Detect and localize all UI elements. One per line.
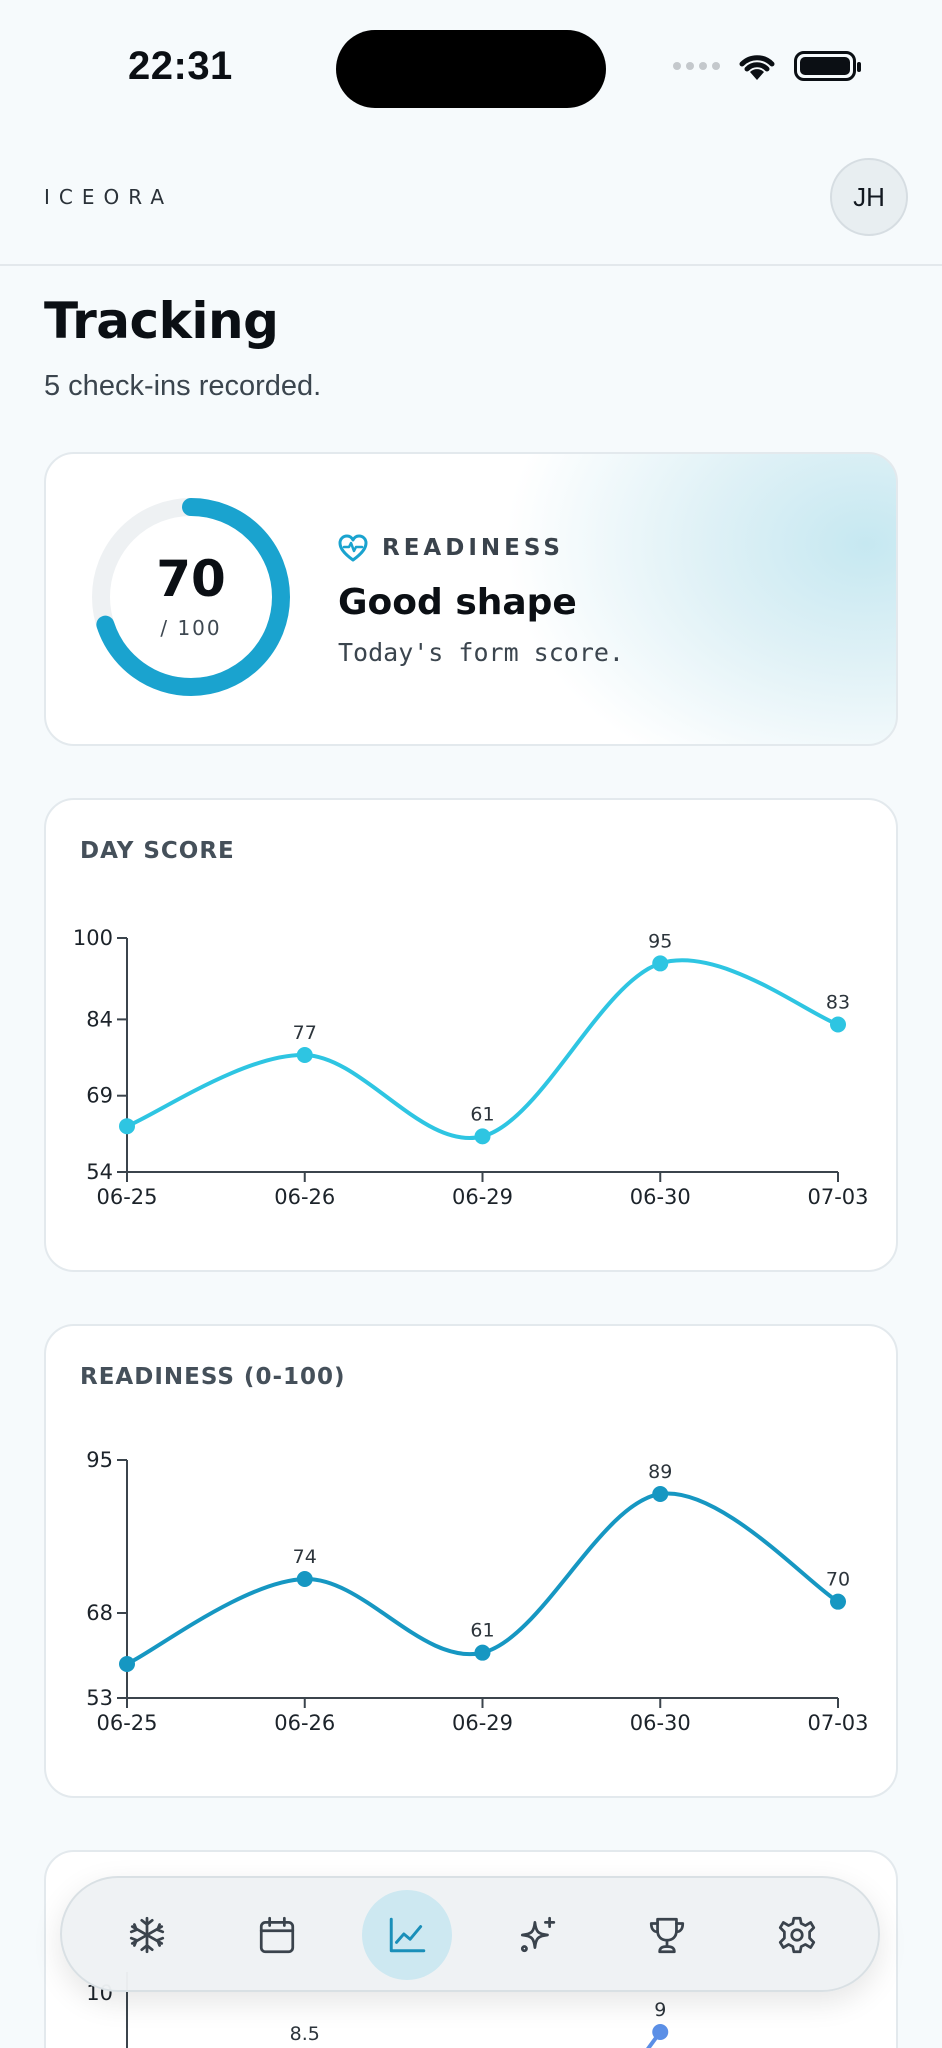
data-point xyxy=(119,1118,135,1135)
gear-icon xyxy=(778,1916,816,1954)
y-tick-label: 95 xyxy=(86,1448,113,1472)
x-tick-label: 06-26 xyxy=(274,1185,335,1209)
sparkles-icon xyxy=(520,1916,556,1953)
dynamic-island xyxy=(336,30,606,108)
heart-pulse-icon xyxy=(338,534,368,562)
trophy-icon xyxy=(649,1917,685,1954)
data-label: 74 xyxy=(293,1546,317,1568)
app-header: ICEORA JH xyxy=(0,140,942,266)
data-label: 95 xyxy=(648,930,672,952)
page-title: Tracking xyxy=(44,292,279,350)
y-tick-label: 100 xyxy=(73,926,113,950)
day-score-title: DAY SCORE xyxy=(80,838,235,864)
nav-snowflake[interactable] xyxy=(102,1890,192,1980)
y-tick-label: 53 xyxy=(86,1686,113,1710)
snowflake-icon xyxy=(129,1916,165,1954)
day-score-card: DAY SCORE 54 69 84 100 06-25 06-26 06-29 06-30 0… xyxy=(44,798,898,1272)
x-tick-label: 06-25 xyxy=(96,1711,157,1735)
app-logo: ICEORA xyxy=(44,185,174,209)
data-label: 61 xyxy=(470,1103,494,1125)
data-label: 70 xyxy=(826,1569,850,1591)
data-label: 9 xyxy=(654,1999,666,2021)
data-point xyxy=(296,1047,313,1063)
readiness-max: / 100 xyxy=(160,616,222,640)
data-label: 61 xyxy=(470,1620,494,1642)
readiness-chart-title: READINESS (0-100) xyxy=(80,1364,346,1390)
wifi-icon xyxy=(739,55,775,80)
data-label: 77 xyxy=(293,1022,317,1044)
y-tick-label: 69 xyxy=(86,1084,113,1108)
x-tick-label: 07-03 xyxy=(807,1711,868,1735)
x-tick-label: 06-30 xyxy=(630,1185,691,1209)
nav-settings[interactable] xyxy=(752,1890,842,1980)
status-time: 22:31 xyxy=(128,44,233,88)
y-tick-label: 84 xyxy=(86,1007,113,1031)
battery-icon xyxy=(794,51,861,81)
readiness-description: Today's form score. xyxy=(338,638,624,667)
data-point xyxy=(474,1644,491,1661)
page-subtitle: 5 check-ins recorded. xyxy=(44,370,322,402)
third-chart: 108.59 xyxy=(86,1972,669,2048)
data-point xyxy=(830,1593,846,1610)
status-bar: 22:31 xyxy=(0,0,942,140)
readiness-label-row: READINESS xyxy=(338,534,564,562)
nav-sparkles[interactable] xyxy=(492,1890,582,1980)
avatar[interactable]: JH xyxy=(830,158,908,236)
x-tick-label: 06-30 xyxy=(630,1711,691,1735)
day-score-chart: 54 69 84 100 06-25 06-26 06-29 06-30 07-03 77 61 95… xyxy=(73,926,869,1209)
data-label: 89 xyxy=(648,1461,672,1483)
readiness-card: 70 / 100 READINESS Good shape Today's fo… xyxy=(44,452,898,746)
readiness-label: READINESS xyxy=(382,535,564,561)
readiness-headline: Good shape xyxy=(338,582,577,623)
chart-line-icon xyxy=(389,1917,426,1953)
readiness-gauge-ring xyxy=(92,498,290,696)
data-label: 8.5 xyxy=(290,2023,320,2045)
data-point xyxy=(119,1656,135,1672)
x-tick-label: 06-26 xyxy=(274,1711,335,1735)
bottom-nav xyxy=(60,1876,880,1992)
x-tick-label: 07-03 xyxy=(807,1185,868,1209)
x-tick-label: 06-29 xyxy=(452,1185,513,1209)
data-point xyxy=(652,1486,669,1502)
y-tick-label: 54 xyxy=(86,1160,113,1184)
readiness-score: 70 xyxy=(156,550,226,608)
calendar-icon xyxy=(259,1916,295,1954)
nav-tracking[interactable] xyxy=(362,1890,452,1980)
data-point xyxy=(474,1128,491,1145)
x-tick-label: 06-29 xyxy=(452,1711,513,1735)
data-point xyxy=(296,1571,313,1587)
data-point xyxy=(830,1016,846,1033)
cellular-signal-icon xyxy=(673,62,720,70)
x-tick-label: 06-25 xyxy=(96,1185,157,1209)
nav-trophy[interactable] xyxy=(622,1890,712,1980)
status-icons xyxy=(673,50,861,82)
readiness-chart-card: READINESS (0-100) 53 68 95 06-25 06-26 06-29 0… xyxy=(44,1324,898,1798)
data-label: 83 xyxy=(826,991,850,1013)
readiness-gauge: 70 / 100 xyxy=(86,492,296,702)
nav-calendar[interactable] xyxy=(232,1890,322,1980)
y-tick-label: 68 xyxy=(86,1601,113,1625)
readiness-chart: 53 68 95 06-25 06-26 06-29 06-30 07-03 74 61 89 70 xyxy=(86,1448,868,1735)
data-point xyxy=(652,2024,669,2040)
data-point xyxy=(652,955,669,972)
